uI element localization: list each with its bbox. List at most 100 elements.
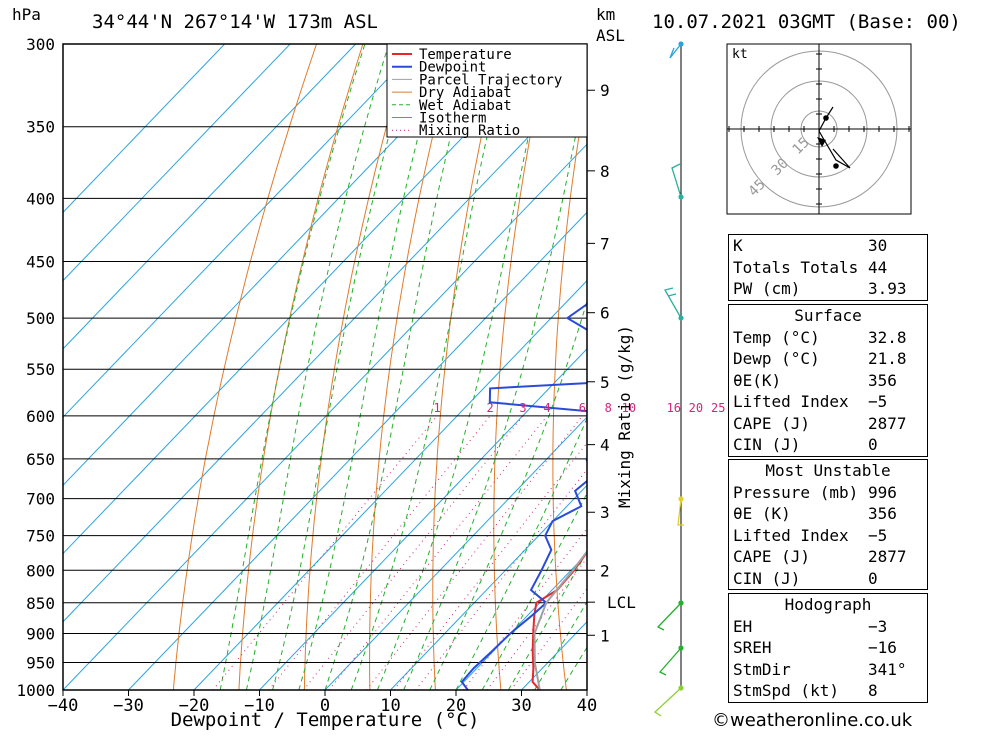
km-tick-label: 3 [600,503,610,522]
row-value: −3 [868,616,923,638]
row-value: 8 [868,680,923,702]
mixing-ratio-line [304,416,524,690]
legend-entry: Mixing Ratio [419,123,520,139]
row-label: K [733,235,743,257]
wet-adiabat-line [325,44,474,690]
isotherm-line [63,44,683,690]
pressure-tick-label: 350 [26,118,55,137]
km-tick-label: 1 [600,626,610,645]
row-value: 3.93 [868,278,923,300]
parcel-trajectory-line [535,149,758,690]
table-row: StmSpd (kt) 8 [729,680,927,702]
mixing-ratio-value-label: 16 [667,401,681,415]
table-row: SREH−16 [729,637,927,659]
row-value: 2877 [868,413,923,435]
dry-adiabat-line [553,44,595,690]
row-value: 32.8 [868,327,923,349]
table-row: EH−3 [729,616,927,638]
hodograph-point [833,163,839,169]
wet-adiabat-line [404,44,595,690]
table-row: CAPE (J)2877 [729,546,927,568]
km-label: km [596,5,615,24]
row-value: 356 [868,503,923,525]
row-label: CAPE (J) [733,413,810,435]
wind-barb [655,688,681,716]
asl-label: ASL [596,26,625,45]
pressure-tick-label: 900 [26,624,55,643]
row-label: PW (cm) [733,278,800,300]
km-tick-label: 6 [600,304,610,323]
pressure-tick-label: 550 [26,360,55,379]
isotherm-line [0,44,487,690]
row-label: CIN (J) [733,568,800,590]
hodograph-unit: kt [732,47,748,62]
pressure-tick-label: 700 [26,490,55,509]
x-axis-label: Dewpoint / Temperature (°C) [171,709,480,731]
table-row: K 30 [729,235,927,257]
mixing-ratio-value-label: 20 [689,401,703,415]
hpa-label: hPa [12,5,41,24]
row-label: SREH [733,637,772,659]
row-value: 21.8 [868,348,923,370]
row-value: 356 [868,370,923,392]
wet-adiabat-line [456,44,709,690]
hodograph-point [823,115,829,121]
pressure-tick-label: 400 [26,189,55,208]
km-tick-label: LCL [607,593,636,612]
dry-adiabat-line [966,44,1000,690]
km-tick-label: 8 [600,162,610,181]
row-value: −5 [868,525,923,547]
row-label: StmDir [733,659,791,681]
km-tick-label: 9 [600,81,610,100]
table-row: CIN (J) 0 [729,434,927,456]
pressure-tick-label: 450 [26,253,55,272]
mixing-ratio-line [487,416,696,690]
row-label: θE (K) [733,503,791,525]
hodograph-title: Hodograph [729,594,927,616]
table-row: Pressure (mb)996 [729,482,927,504]
row-value: 0 [868,434,923,456]
km-tick-label: 5 [600,373,610,392]
table-row: Dewp (°C) 21.8 [729,348,927,370]
table-row: θE(K) 356 [729,370,927,392]
table-row: CAPE (J) 2877 [729,413,927,435]
isotherm-line [194,44,814,690]
plot-frame [63,44,587,690]
row-value: 0 [868,568,923,590]
dry-adiabat-line [494,44,549,690]
pressure-tick-label: 750 [26,527,55,546]
row-label: Dewp (°C) [733,348,820,370]
mixing-ratio-value-label: 1 [434,401,441,415]
dry-adiabat-line [433,44,502,690]
row-label: StmSpd (kt) [733,680,839,702]
table-row: CIN (J) 0 [729,568,927,590]
row-label: θE(K) [733,370,781,392]
surface-title: Surface [729,305,927,327]
site-link[interactable]: weatheronline.co.uk [730,710,912,731]
pressure-tick-label: 850 [26,594,55,613]
mixing-ratio-line [394,416,608,690]
table-row: θE (K) 356 [729,503,927,525]
mixing-ratio-value-label: 25 [711,401,725,415]
row-label: Totals Totals [733,257,858,279]
row-label: CIN (J) [733,434,800,456]
dry-adiabat-line [239,44,363,690]
wind-barb [665,288,681,318]
row-label: Lifted Index [733,525,849,547]
row-value: 2877 [868,546,923,568]
km-tick-label: 4 [600,436,610,455]
footer-credit[interactable]: ©weatheronline.co.uk [712,710,912,731]
row-label: Lifted Index [733,391,849,413]
km-tick-label: 7 [600,234,610,253]
wet-adiabat-line [351,44,508,690]
most-unstable-title: Most Unstable [729,460,927,482]
row-value: 30 [868,235,923,257]
table-row: Temp (°C)32.8 [729,327,927,349]
temperature-tick-label: 40 [577,696,597,716]
dry-adiabat-line [920,44,1000,690]
